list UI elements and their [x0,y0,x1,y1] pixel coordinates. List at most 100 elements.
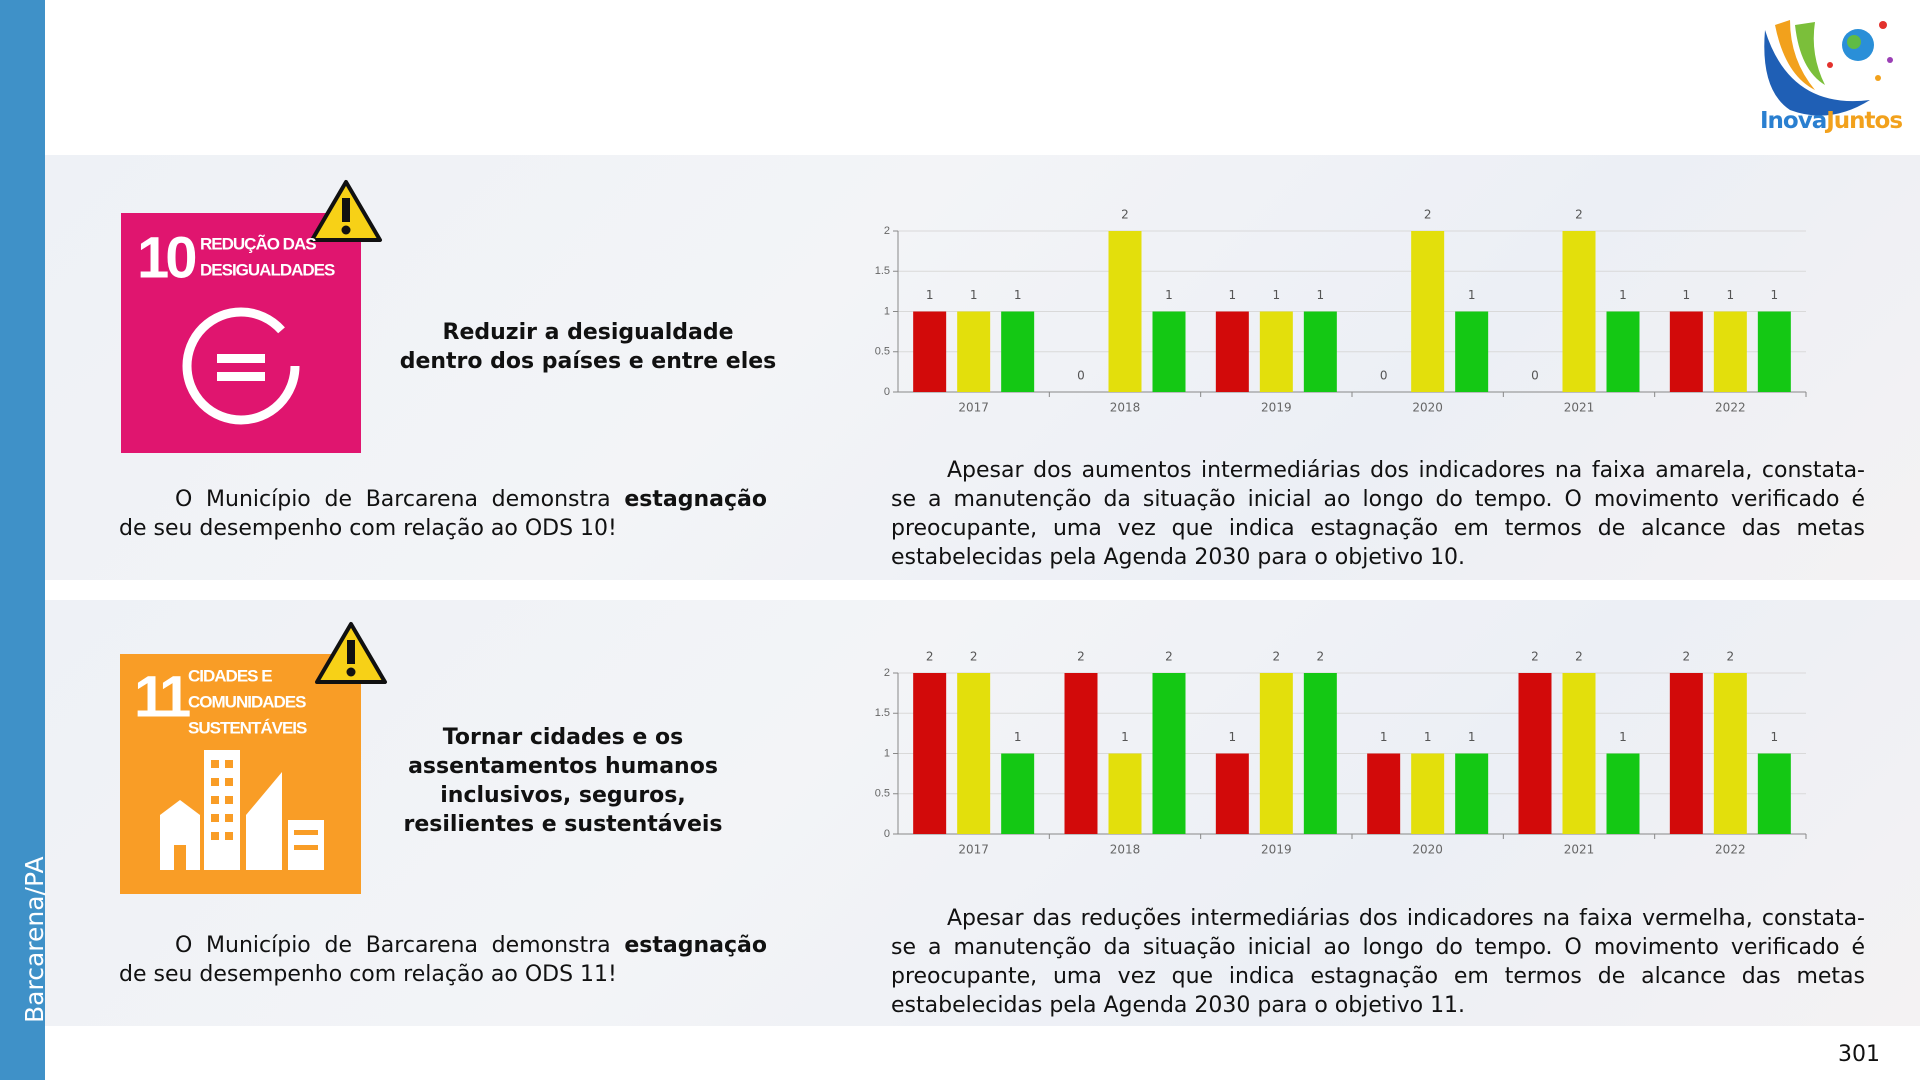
summary: O Município de Barcarena demonstra estag… [119,485,767,543]
bar [957,311,991,392]
data-label: 2 [1531,650,1539,664]
data-label: 2 [1317,650,1325,664]
summary-emphasis: estagnação [624,933,767,958]
data-label: 2 [1683,650,1691,664]
bar [1562,673,1596,834]
bar [1108,753,1142,834]
data-label: 2 [1121,208,1129,222]
bar [1152,673,1186,834]
goal-number: 11 [134,664,190,729]
data-label: 1 [1468,730,1476,744]
data-label: 1 [1121,730,1129,744]
data-label: 1 [1727,288,1735,302]
goal-name: SUSTENTÁVEIS [188,718,307,737]
data-label: 2 [1575,650,1583,664]
data-label: 1 [1771,730,1779,744]
warning-icon [315,622,387,684]
data-label: 1 [1424,730,1432,744]
goal-name: CIDADES E [188,666,272,685]
data-label: 1 [1165,288,1173,302]
y-tick-label: 2 [884,225,890,237]
x-tick-label: 2021 [1564,843,1595,857]
x-tick-label: 2021 [1564,401,1595,415]
y-tick-label: 0 [884,828,890,840]
y-tick-label: 1 [884,305,890,317]
bar [913,311,947,392]
data-label: 1 [1317,288,1325,302]
y-tick-label: 0.5 [875,788,890,800]
summary-text: de seu desempenho com relação ao ODS 10! [119,516,617,541]
summary: O Município de Barcarena demonstra estag… [119,931,767,989]
x-tick-label: 2019 [1261,401,1292,415]
goal-icon [120,654,361,894]
data-label: 0 [1077,369,1085,383]
bar [1001,753,1035,834]
y-tick-label: 0 [884,386,890,398]
data-label: 1 [1380,730,1388,744]
bar [1108,231,1142,392]
x-tick-label: 2022 [1715,843,1746,857]
x-tick-label: 2017 [958,401,989,415]
goal-title: Reduzir a desigualdade dentro dos países… [399,320,777,374]
page-number: 301 [1838,1042,1880,1067]
logo-mark [1764,20,1893,116]
goal-name: REDUÇÃO DAS [200,233,316,253]
logo: InovaJuntos [1760,108,1903,134]
bar [1669,673,1703,834]
summary-text: O Município de Barcarena demonstra [175,933,625,958]
data-label: 1 [1229,730,1237,744]
data-label: 2 [1424,208,1432,222]
bar [1562,231,1596,392]
x-tick-label: 2022 [1715,401,1746,415]
x-tick-label: 2017 [958,843,989,857]
data-label: 2 [1273,650,1281,664]
bar [1606,753,1640,834]
data-label: 1 [1619,730,1627,744]
bar [1713,673,1747,834]
summary-text: de seu desempenho com relação ao ODS 11! [119,962,617,987]
bar [1259,311,1293,392]
sidebar: Barcarena/PA [0,0,49,1080]
data-label: 2 [926,650,934,664]
bar [1518,673,1552,834]
analysis: Apesar dos aumentos intermediárias dos i… [891,458,1865,570]
data-label: 2 [1575,208,1583,222]
goal-number: 10 [137,225,195,290]
bar [1259,673,1293,834]
bar [1713,311,1747,392]
goal-icon [121,213,361,453]
data-label: 1 [1771,288,1779,302]
y-tick-label: 2 [884,667,890,679]
x-tick-label: 2018 [1110,401,1141,415]
x-tick-label: 2018 [1110,843,1141,857]
bar [1303,311,1337,392]
x-tick-label: 2019 [1261,843,1292,857]
data-label: 1 [970,288,978,302]
bar [1001,311,1035,392]
summary-text: O Município de Barcarena demonstra [175,487,625,512]
data-label: 2 [1077,650,1085,664]
bar [1455,753,1489,834]
data-label: 2 [1727,650,1735,664]
data-label: 1 [1229,288,1237,302]
bar [1757,753,1791,834]
data-label: 1 [1014,288,1022,302]
data-label: 1 [926,288,934,302]
bar [1411,231,1445,392]
bar [913,673,947,834]
summary-emphasis: estagnação [624,487,767,512]
x-tick-label: 2020 [1412,843,1443,857]
bar [1215,753,1249,834]
data-label: 1 [1683,288,1691,302]
bar [1064,673,1098,834]
data-label: 1 [1014,730,1022,744]
goal-name: COMUNIDADES [188,692,306,711]
warning-icon [310,180,382,242]
data-label: 2 [1165,650,1173,664]
data-label: 0 [1380,369,1388,383]
bar [1757,311,1791,392]
logo-text: Juntos [1826,108,1903,134]
bar [957,673,991,834]
